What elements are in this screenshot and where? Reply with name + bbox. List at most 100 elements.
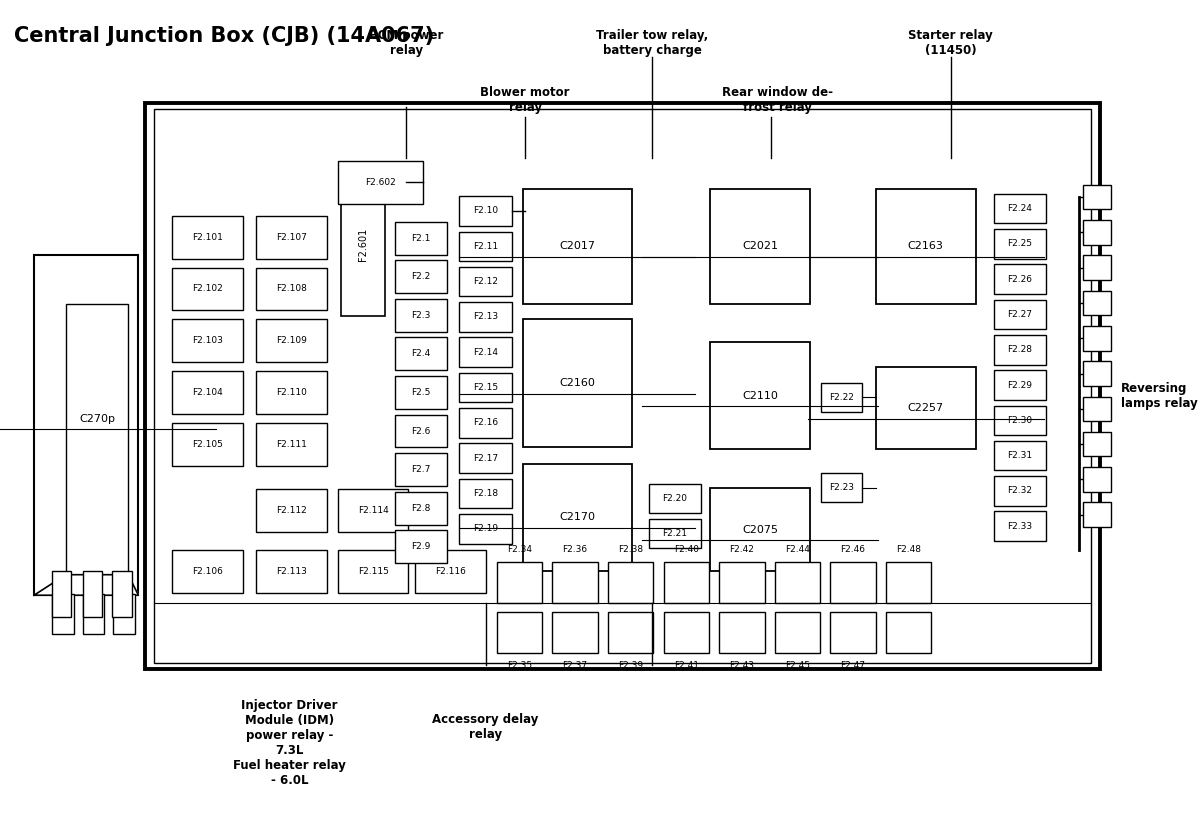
Bar <box>338 489 408 532</box>
Bar <box>66 304 128 575</box>
Text: F2.30: F2.30 <box>1007 416 1032 424</box>
Text: F2.47: F2.47 <box>840 661 865 670</box>
Bar <box>994 264 1046 294</box>
Text: Starter relay
(11450): Starter relay (11450) <box>908 29 994 57</box>
Text: F2.18: F2.18 <box>473 489 498 498</box>
Bar <box>719 562 764 603</box>
Bar <box>460 232 511 261</box>
Bar <box>1084 502 1110 527</box>
Bar <box>338 550 408 593</box>
Polygon shape <box>34 575 138 595</box>
Bar <box>395 492 446 525</box>
Text: F2.44: F2.44 <box>785 545 810 554</box>
Bar <box>608 612 654 653</box>
Text: C2075: C2075 <box>742 525 778 534</box>
Bar <box>608 562 654 603</box>
Text: F2.33: F2.33 <box>1007 522 1032 530</box>
Bar <box>994 406 1046 435</box>
Bar <box>460 443 511 473</box>
Bar <box>257 423 326 466</box>
Text: F2.601: F2.601 <box>358 227 368 261</box>
Text: C2110: C2110 <box>742 391 778 401</box>
Text: F2.115: F2.115 <box>358 567 389 576</box>
Bar <box>395 376 446 409</box>
Bar <box>886 562 931 603</box>
Text: F2.2: F2.2 <box>412 273 431 281</box>
Text: C2257: C2257 <box>907 403 943 413</box>
Text: F2.112: F2.112 <box>276 507 307 515</box>
Text: F2.105: F2.105 <box>192 440 223 448</box>
Text: PCM power
relay: PCM power relay <box>368 29 443 57</box>
Text: F2.23: F2.23 <box>829 484 854 492</box>
Text: F2.36: F2.36 <box>563 545 588 554</box>
Bar <box>552 562 598 603</box>
Bar <box>710 488 810 571</box>
Bar <box>342 172 384 316</box>
Text: Rear window de-
frost relay: Rear window de- frost relay <box>721 86 833 114</box>
Text: F2.21: F2.21 <box>662 530 688 538</box>
Bar <box>338 161 424 204</box>
Text: F2.9: F2.9 <box>412 543 431 551</box>
Bar <box>994 476 1046 506</box>
Bar <box>994 300 1046 329</box>
Bar <box>821 383 862 412</box>
Text: F2.32: F2.32 <box>1007 487 1032 495</box>
Bar <box>395 453 446 486</box>
Text: F2.31: F2.31 <box>1007 452 1032 460</box>
Bar <box>830 562 876 603</box>
Bar <box>876 367 976 449</box>
Bar <box>395 222 446 255</box>
Bar <box>395 415 446 447</box>
Bar <box>994 511 1046 541</box>
Text: F2.114: F2.114 <box>358 507 389 515</box>
Text: F2.26: F2.26 <box>1007 275 1032 283</box>
Bar <box>1084 326 1110 351</box>
Text: F2.104: F2.104 <box>192 388 223 397</box>
Bar <box>649 519 701 548</box>
Text: F2.48: F2.48 <box>896 545 922 554</box>
Bar <box>1084 255 1110 280</box>
Text: F2.107: F2.107 <box>276 233 307 241</box>
Text: F2.13: F2.13 <box>473 313 498 321</box>
Text: Blower motor
relay: Blower motor relay <box>480 86 570 114</box>
Bar <box>1084 220 1110 245</box>
Bar <box>113 571 132 617</box>
Text: C2170: C2170 <box>559 512 595 522</box>
Bar <box>395 530 446 563</box>
Bar <box>395 337 446 370</box>
Text: F2.46: F2.46 <box>840 545 865 554</box>
Text: F2.19: F2.19 <box>473 525 498 533</box>
Text: F2.34: F2.34 <box>508 545 532 554</box>
Text: F2.12: F2.12 <box>473 277 498 286</box>
Bar <box>173 423 242 466</box>
Text: F2.1: F2.1 <box>412 234 431 242</box>
Bar <box>497 612 542 653</box>
Bar <box>719 612 764 653</box>
Bar <box>460 514 511 544</box>
Text: Injector Driver
Module (IDM)
power relay -
7.3L
Fuel heater relay
- 6.0L: Injector Driver Module (IDM) power relay… <box>233 699 346 787</box>
Text: F2.3: F2.3 <box>412 311 431 319</box>
Bar <box>83 594 104 634</box>
Text: F2.108: F2.108 <box>276 285 307 293</box>
Text: F2.15: F2.15 <box>473 383 498 392</box>
Text: F2.14: F2.14 <box>473 348 498 356</box>
Text: F2.109: F2.109 <box>276 337 307 345</box>
Bar <box>257 319 326 362</box>
Text: F2.11: F2.11 <box>473 242 498 250</box>
Bar <box>395 260 446 293</box>
Text: C270p: C270p <box>79 414 115 424</box>
Bar <box>173 319 242 362</box>
Bar <box>1084 291 1110 315</box>
Bar <box>775 562 820 603</box>
Text: F2.39: F2.39 <box>618 661 643 670</box>
Text: Trailer tow relay,
battery charge: Trailer tow relay, battery charge <box>596 29 708 57</box>
Bar <box>52 571 72 617</box>
Bar <box>145 103 1100 669</box>
Bar <box>994 441 1046 470</box>
Bar <box>1084 361 1110 386</box>
Text: C2160: C2160 <box>559 378 595 388</box>
Bar <box>34 255 138 595</box>
Bar <box>1084 185 1110 209</box>
Text: F2.8: F2.8 <box>412 504 431 512</box>
Bar <box>460 302 511 332</box>
